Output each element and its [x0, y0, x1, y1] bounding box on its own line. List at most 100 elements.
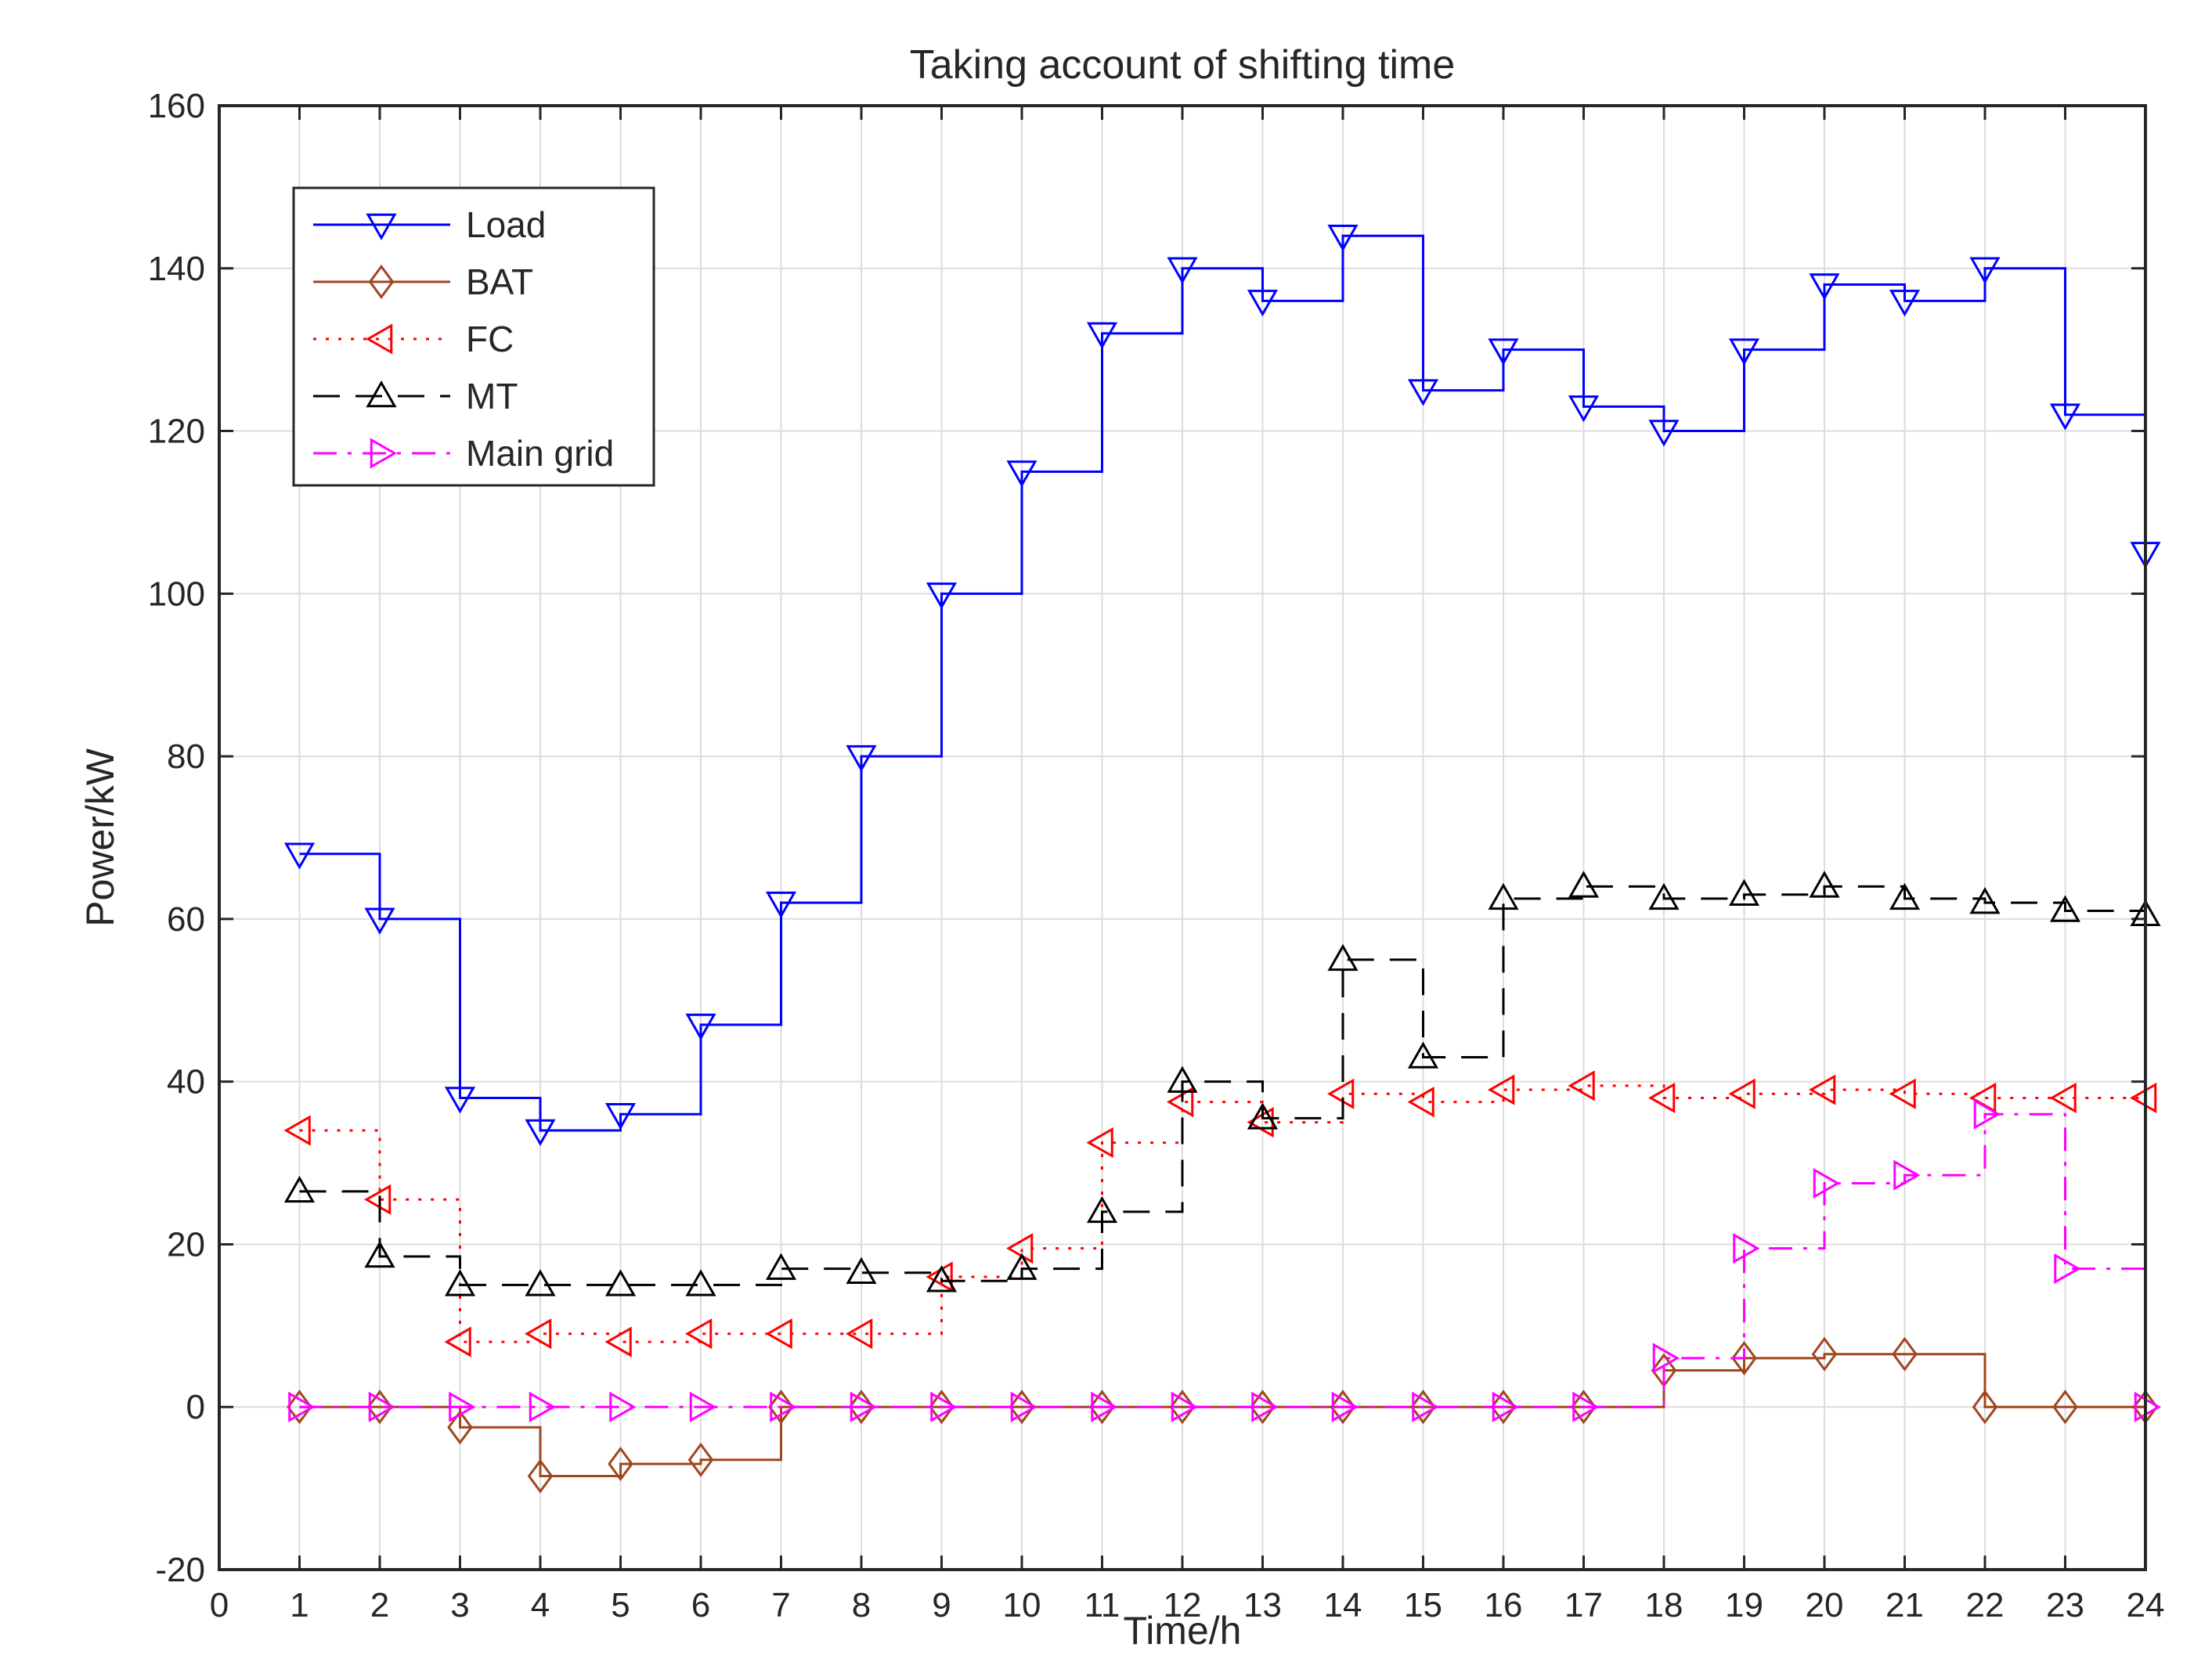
data-point-bat	[1009, 1390, 1035, 1425]
data-point-bat	[1571, 1390, 1597, 1425]
data-point-mt	[1568, 871, 1600, 898]
y-axis-label: Power/kW	[78, 748, 122, 927]
data-point-load	[926, 582, 958, 610]
data-point-mt	[1648, 882, 1680, 910]
data-point-bat	[527, 1458, 554, 1494]
y-tick-label: 0	[186, 1388, 205, 1426]
data-point-bat	[848, 1390, 875, 1425]
y-tick-label: 120	[148, 413, 205, 451]
data-point-load	[604, 1102, 637, 1130]
x-tick-label: 22	[1966, 1586, 2005, 1624]
y-tick-label: 80	[167, 737, 205, 776]
data-point-bat	[768, 1390, 794, 1425]
data-point-fc	[283, 1115, 311, 1146]
data-point-load	[1568, 395, 1600, 423]
data-point-fc	[1005, 1233, 1034, 1264]
data-point-load	[1809, 273, 1840, 301]
data-point-mt	[1809, 871, 1840, 898]
data-point-bat	[287, 1390, 312, 1425]
data-point-main-grid	[1091, 1391, 1118, 1422]
x-tick-label: 15	[1404, 1586, 1442, 1624]
data-point-bat	[929, 1390, 954, 1425]
x-tick-label: 12	[1164, 1586, 1202, 1624]
legend: Load BAT FC MT Main grid	[292, 186, 655, 487]
data-point-load	[364, 907, 395, 935]
data-point-bat	[1490, 1390, 1517, 1425]
series-layer	[283, 224, 2162, 1494]
x-tick-label: 0	[210, 1586, 229, 1624]
x-tick-label: 17	[1564, 1586, 1603, 1624]
data-point-load	[1407, 379, 1439, 406]
series-line-main-grid	[299, 1112, 2147, 1408]
legend-marker-main-grid	[370, 438, 398, 469]
y-tick-label: 60	[167, 900, 205, 939]
data-point-bat	[1731, 1340, 1757, 1375]
data-point-main-grid	[1652, 1343, 1680, 1374]
x-tick-label: 4	[531, 1586, 550, 1624]
series-bat	[287, 1336, 2159, 1494]
x-axis-label: Time/h	[1124, 1609, 1242, 1653]
y-tick-labels: -20 0 20 40 60 80 100 120 140 160	[148, 87, 205, 1589]
data-point-bat	[1892, 1336, 1918, 1372]
data-point-main-grid	[1733, 1233, 1760, 1264]
x-tick-label: 3	[450, 1586, 469, 1624]
series-main-grid	[288, 1098, 2162, 1422]
data-point-fc	[1568, 1070, 1595, 1101]
data-point-mt	[525, 1269, 556, 1296]
legend-marker-fc	[365, 323, 393, 355]
data-point-load	[1006, 460, 1037, 488]
x-tick-label: 9	[932, 1586, 951, 1624]
data-point-fc	[765, 1318, 792, 1350]
data-point-mt	[444, 1269, 476, 1296]
x-tick-label: 6	[691, 1586, 710, 1624]
y-tick-label: 160	[148, 87, 205, 125]
data-point-fc	[845, 1318, 873, 1350]
series-line-mt	[299, 885, 2147, 1286]
data-point-mt	[1006, 1253, 1037, 1280]
data-point-mt	[1728, 878, 1760, 906]
x-tick-label: 8	[852, 1586, 871, 1624]
data-point-main-grid	[2134, 1391, 2162, 1422]
legend-label-mt: MT	[466, 376, 518, 416]
data-point-fc	[2049, 1082, 2077, 1114]
data-point-load	[1969, 257, 2001, 284]
data-point-fc	[1407, 1087, 1434, 1118]
data-point-mt	[1086, 1195, 1118, 1224]
data-point-fc	[1889, 1078, 1916, 1109]
data-point-mt	[1247, 1102, 1279, 1130]
data-point-main-grid	[850, 1391, 878, 1422]
data-point-main-grid	[1893, 1159, 1921, 1191]
x-tick-label: 2	[370, 1586, 389, 1624]
legend-marker-load	[366, 213, 397, 241]
data-point-main-grid	[1492, 1391, 1520, 1422]
data-point-load	[685, 1013, 716, 1040]
data-point-bat	[1250, 1390, 1276, 1425]
data-point-mt	[2049, 895, 2081, 922]
x-tick-label: 5	[611, 1586, 630, 1624]
data-point-mt	[1969, 887, 2001, 914]
x-tick-label: 21	[1885, 1586, 1924, 1624]
data-point-load	[1247, 290, 1279, 317]
data-point-fc	[1086, 1127, 1113, 1159]
data-point-mt	[1167, 1065, 1198, 1093]
data-point-mt	[846, 1256, 877, 1285]
data-point-mt	[926, 1265, 958, 1292]
data-point-main-grid	[930, 1391, 958, 1422]
legend-marker-mt	[366, 380, 397, 408]
data-point-bat	[447, 1410, 473, 1445]
legend-label-main-grid: Main grid	[466, 433, 614, 474]
x-tick-label: 23	[2046, 1586, 2084, 1624]
data-point-load	[525, 1119, 556, 1147]
data-point-main-grid	[689, 1391, 717, 1422]
data-point-fc	[2129, 1082, 2157, 1114]
data-point-bat	[366, 1390, 393, 1425]
legend-box	[292, 186, 655, 487]
x-tick-label: 11	[1084, 1586, 1120, 1624]
x-tick-label: 7	[771, 1586, 790, 1624]
data-point-mt	[364, 1241, 395, 1268]
data-point-mt	[1889, 882, 1921, 910]
data-point-bat	[1330, 1390, 1356, 1425]
legend-label-fc: FC	[466, 319, 514, 359]
data-point-fc	[363, 1184, 392, 1215]
data-point-mt	[1488, 882, 1519, 910]
